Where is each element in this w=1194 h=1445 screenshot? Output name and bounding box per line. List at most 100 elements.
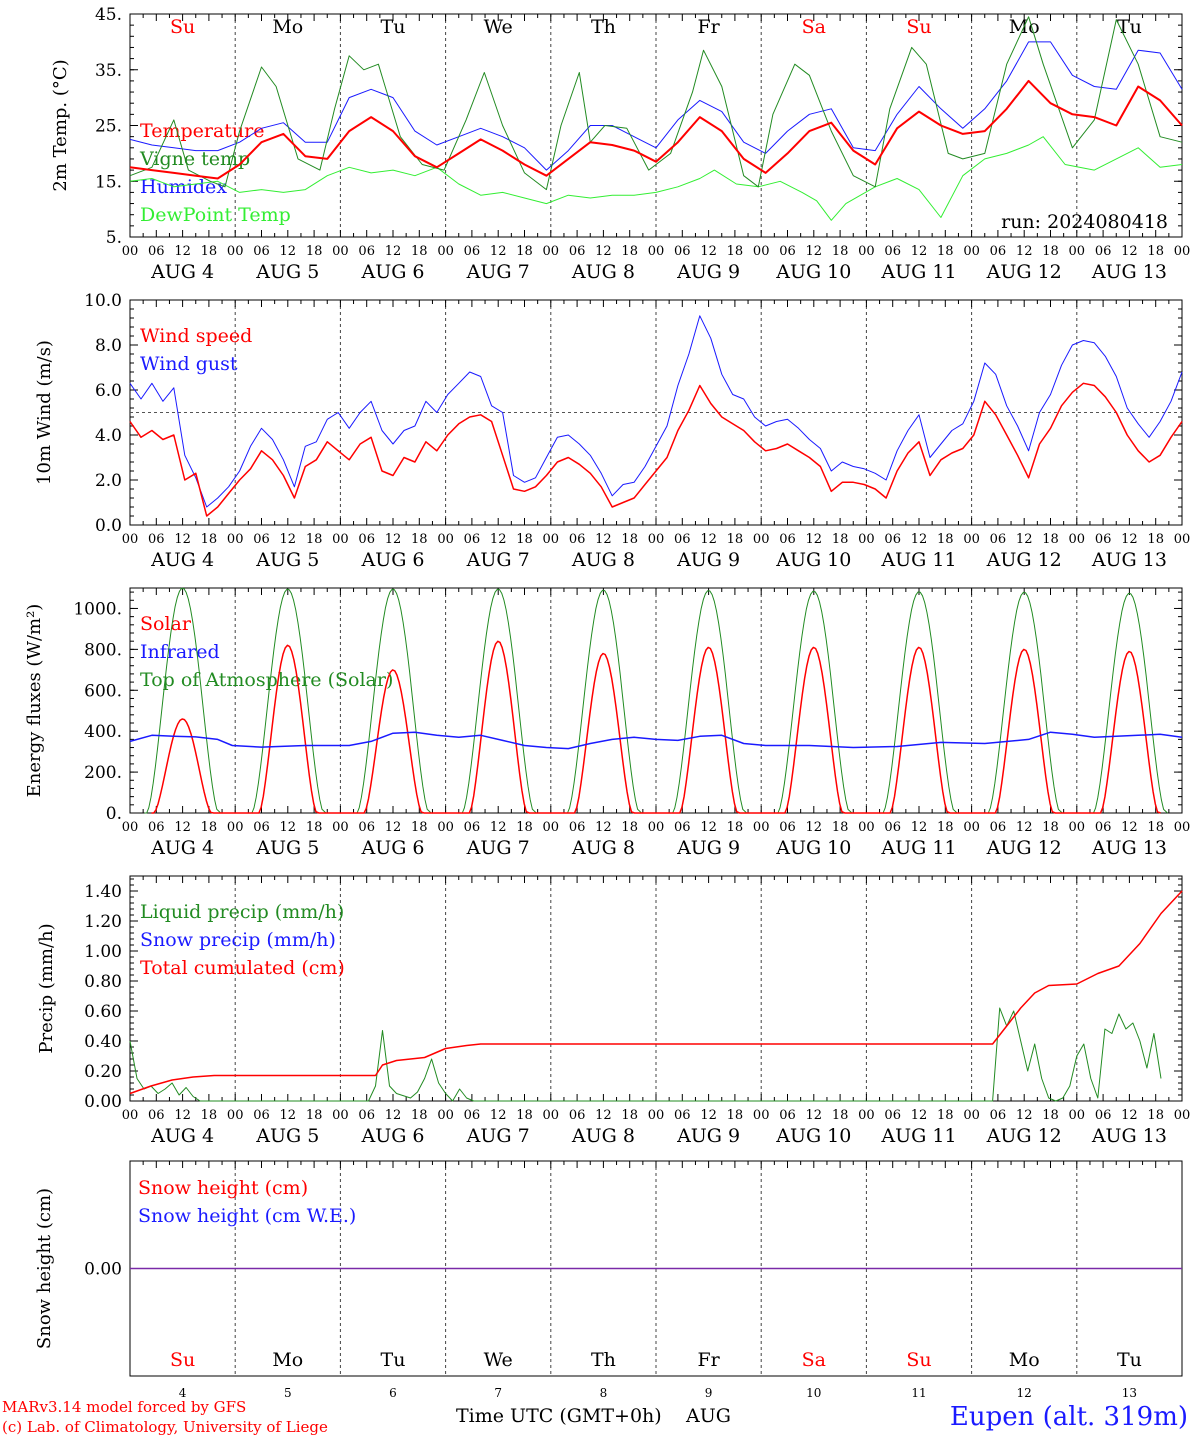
date-label: AUG 12	[986, 549, 1062, 571]
weekday-label: Tu	[1117, 16, 1142, 38]
y-axis-label: 2m Temp. (°C)	[50, 59, 71, 191]
date-label: AUG 13	[1091, 549, 1167, 571]
hour-tick-label: 12	[806, 532, 823, 547]
day-number: 10	[806, 1386, 821, 1400]
y-tick-label: 1.20	[84, 912, 122, 932]
hour-tick-label: 12	[700, 532, 717, 547]
date-label: AUG 7	[466, 837, 530, 859]
weekday-label: Su	[906, 16, 931, 38]
hour-tick-label: 00	[963, 244, 980, 259]
hour-tick-label: 18	[411, 244, 428, 259]
series-humidex	[129, 41, 1183, 171]
hour-tick-label: 00	[332, 1108, 349, 1123]
hour-tick-label: 12	[806, 244, 823, 259]
hour-tick-label: 06	[464, 244, 481, 259]
series-wind-gust	[129, 315, 1183, 508]
hour-tick-label: 06	[148, 1108, 165, 1123]
date-label: AUG 5	[255, 261, 319, 283]
hour-tick-label: 00	[858, 1108, 875, 1123]
hour-tick-label: 06	[569, 532, 586, 547]
date-label: AUG 12	[986, 837, 1062, 859]
date-label: AUG 9	[676, 261, 740, 283]
hour-tick-label: 12	[280, 244, 297, 259]
hour-tick-label: 06	[779, 532, 796, 547]
legend-entry: Infrared	[140, 641, 220, 663]
hour-tick-label: 00	[122, 244, 139, 259]
y-tick-label: 10.0	[84, 291, 122, 311]
hour-tick-label: 18	[1147, 820, 1164, 835]
panel-2: 0.0 2.0 4.0 6.0 8.0 10.0 10m Wind (m/s) 00 06 12 1…	[34, 291, 1190, 571]
hour-tick-label: 18	[1147, 1108, 1164, 1123]
date-label: AUG 8	[571, 261, 635, 283]
hour-tick-label: 06	[884, 244, 901, 259]
hour-tick-label: 18	[1042, 820, 1059, 835]
weekday-label: Mo	[272, 16, 303, 38]
hour-tick-label: 06	[884, 532, 901, 547]
hour-tick-label: 06	[1095, 244, 1112, 259]
hour-tick-label: 18	[937, 532, 954, 547]
legend-entry: Top of Atmosphere (Solar)	[140, 669, 393, 691]
date-label: AUG 12	[986, 261, 1062, 283]
hour-tick-label: 06	[148, 244, 165, 259]
weekday-label: Mo	[272, 1349, 303, 1371]
hour-tick-label: 06	[884, 820, 901, 835]
hour-tick-label: 06	[358, 532, 375, 547]
hour-tick-label: 18	[937, 820, 954, 835]
hour-tick-label: 06	[674, 244, 691, 259]
date-label: AUG 8	[571, 837, 635, 859]
y-tick-label: 8.0	[95, 336, 122, 356]
hour-tick-label: 06	[464, 820, 481, 835]
hour-tick-label: 00	[963, 1108, 980, 1123]
hour-tick-label: 00	[963, 820, 980, 835]
hour-tick-label: 06	[674, 820, 691, 835]
date-label: AUG 4	[150, 1125, 214, 1147]
hour-tick-label: 12	[280, 532, 297, 547]
hour-tick-label: 00	[1174, 820, 1191, 835]
y-tick-label: 25.	[95, 117, 122, 137]
weekday-label: Tu	[381, 1349, 406, 1371]
hour-tick-label: 18	[306, 244, 323, 259]
hour-tick-label: 06	[779, 1108, 796, 1123]
hour-tick-label: 18	[937, 244, 954, 259]
hour-tick-label: 18	[621, 532, 638, 547]
legend-entry: DewPoint Temp	[140, 204, 291, 226]
hour-tick-label: 00	[648, 244, 665, 259]
hour-tick-label: 12	[174, 1108, 191, 1123]
hour-tick-label: 18	[411, 1108, 428, 1123]
hour-tick-label: 18	[621, 244, 638, 259]
date-label: AUG 10	[775, 1125, 851, 1147]
hour-tick-label: 00	[753, 532, 770, 547]
hour-tick-label: 06	[569, 820, 586, 835]
hour-tick-label: 12	[1016, 820, 1033, 835]
legend-entry: Liquid precip (mm/h)	[140, 901, 344, 923]
hour-tick-label: 18	[1147, 244, 1164, 259]
day-number: 9	[705, 1386, 713, 1400]
hour-tick-label: 12	[174, 532, 191, 547]
day-number: 7	[494, 1386, 502, 1400]
hour-tick-label: 18	[832, 820, 849, 835]
weekday-label: Mo	[1009, 1349, 1040, 1371]
hour-tick-label: 12	[1121, 1108, 1138, 1123]
date-label: AUG 13	[1091, 1125, 1167, 1147]
panel-1: 5. 15. 25. 35. 45. 2m Temp. (°C) 00 06 12 18 AUG 4…	[50, 5, 1190, 283]
hour-tick-label: 00	[227, 820, 244, 835]
y-tick-label: 0.60	[84, 1002, 122, 1022]
hour-tick-label: 18	[201, 1108, 218, 1123]
hour-tick-label: 12	[280, 820, 297, 835]
hour-tick-label: 06	[358, 244, 375, 259]
y-tick-label: 6.0	[95, 381, 122, 401]
hour-tick-label: 18	[516, 244, 533, 259]
weekday-label: We	[484, 16, 513, 38]
hour-tick-label: 18	[306, 1108, 323, 1123]
hour-tick-label: 06	[990, 1108, 1007, 1123]
hour-tick-label: 18	[516, 820, 533, 835]
hour-tick-label: 12	[700, 1108, 717, 1123]
hour-tick-label: 12	[700, 820, 717, 835]
legend-entry: Total cumulated (cm)	[140, 957, 345, 979]
hour-tick-label: 00	[753, 1108, 770, 1123]
hour-tick-label: 06	[358, 1108, 375, 1123]
panel-4: 0.00 0.20 0.40 0.60 0.80 1.00 1.20 1.40 Precip (…	[36, 875, 1190, 1147]
y-tick-label: 0.80	[84, 972, 122, 992]
hour-tick-label: 06	[990, 820, 1007, 835]
